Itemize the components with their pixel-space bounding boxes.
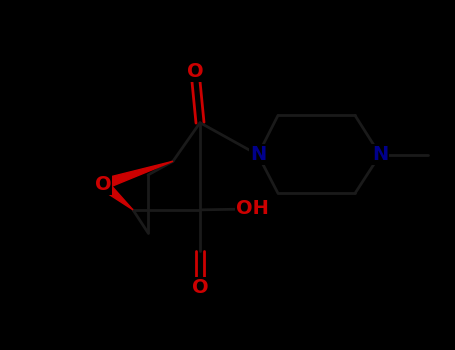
Text: N: N: [372, 145, 388, 164]
Text: O: O: [95, 175, 111, 194]
Text: N: N: [250, 145, 266, 164]
Text: O: O: [187, 62, 203, 81]
Polygon shape: [100, 180, 133, 210]
Text: OH: OH: [236, 199, 268, 218]
Text: O: O: [192, 278, 208, 298]
Polygon shape: [101, 161, 173, 189]
